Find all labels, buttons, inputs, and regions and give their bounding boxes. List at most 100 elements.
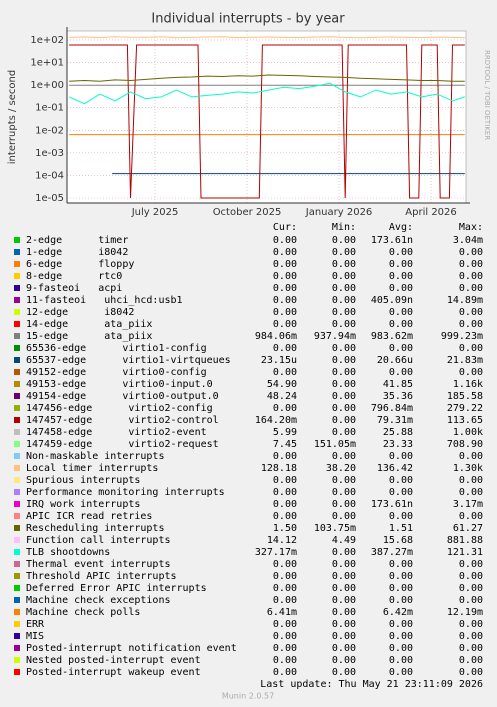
legend-value: 0.00 [332, 379, 356, 390]
legend-value: 279.22 [447, 403, 483, 414]
legend-swatch [14, 297, 20, 303]
legend-swatch [14, 597, 20, 603]
legend-value: 15.68 [383, 535, 413, 546]
y-tick-label: 1e+02 [30, 35, 64, 46]
legend-value: 0.00 [332, 547, 356, 558]
legend-label: 147457-edge virtio2-control [26, 415, 219, 426]
legend-value: 4.49 [332, 535, 356, 546]
legend-label: 2-edge timer [26, 235, 128, 246]
legend-label: Machine check polls [26, 607, 140, 618]
legend-value: 0.00 [273, 247, 297, 258]
legend-swatch [14, 453, 20, 459]
legend-value: 35.36 [383, 391, 413, 402]
legend-swatch [14, 333, 20, 339]
legend-label: Performance monitoring interrupts [26, 487, 225, 498]
legend-value: 41.85 [383, 379, 413, 390]
legend-value: 23.15u [261, 355, 297, 366]
legend-swatch [14, 237, 20, 243]
legend-value: 0.00 [459, 631, 483, 642]
legend-value: 0.00 [389, 283, 413, 294]
legend-value: 48.24 [267, 391, 297, 402]
legend-value: 0.00 [459, 667, 483, 678]
legend-value: 7.45 [273, 439, 297, 450]
legend-value: 0.00 [273, 367, 297, 378]
legend-value: 0.00 [459, 367, 483, 378]
legend-value: 0.00 [389, 451, 413, 462]
legend-value: 0.00 [389, 367, 413, 378]
legend-value: 0.00 [332, 451, 356, 462]
legend-value: 0.00 [273, 631, 297, 642]
legend-swatch [14, 501, 20, 507]
legend-label: 9-fasteoi acpi [26, 283, 122, 294]
legend-value: 0.00 [273, 595, 297, 606]
legend-label: Nested posted-interrupt event [26, 655, 201, 666]
legend-value: 0.00 [459, 475, 483, 486]
legend-value: 0.00 [389, 271, 413, 282]
legend-value: 999.23m [441, 331, 483, 342]
y-tick-label: 1e+01 [30, 58, 64, 69]
legend-label: 49154-edge virtio0-output.0 [26, 391, 219, 402]
legend: Cur: Min: Avg: Max:2-edge timer 0.00 0.00 173.… [14, 222, 483, 678]
series-line [69, 74, 465, 82]
legend-label: Threshold APIC interrupts [26, 571, 177, 582]
legend-value: 3.04m [453, 235, 483, 246]
column-header: Min: [332, 222, 356, 233]
legend-value: 0.00 [273, 499, 297, 510]
legend-value: 0.00 [332, 355, 356, 366]
legend-value: 0.00 [459, 619, 483, 630]
legend-label: 49153-edge virtio0-input.0 [26, 379, 213, 390]
legend-value: 6.41m [267, 607, 297, 618]
legend-value: 0.00 [459, 343, 483, 354]
watermark: RRDTOOL / TOBI OETIKER [483, 50, 491, 140]
legend-value: 185.58 [447, 391, 483, 402]
legend-value: 0.00 [332, 583, 356, 594]
legend-value: 0.00 [273, 643, 297, 654]
legend-value: 0.00 [332, 235, 356, 246]
legend-label: 147456-edge virtio2-config [26, 403, 213, 414]
x-tick-label: July 2025 [131, 207, 179, 218]
y-axis-label: interrupts / second [7, 70, 18, 164]
legend-value: 0.00 [332, 403, 356, 414]
legend-swatch [14, 477, 20, 483]
legend-value: 0.00 [389, 559, 413, 570]
legend-value: 0.00 [273, 667, 297, 678]
chart-title: Individual interrupts - by year [151, 12, 345, 27]
legend-value: 0.00 [389, 571, 413, 582]
legend-value: 113.65 [447, 415, 483, 426]
legend-value: 6.42m [383, 607, 413, 618]
legend-value: 0.00 [389, 319, 413, 330]
legend-value: 0.00 [332, 607, 356, 618]
legend-value: 0.00 [273, 655, 297, 666]
legend-swatch [14, 417, 20, 423]
legend-value: 0.00 [389, 247, 413, 258]
legend-value: 121.31 [447, 547, 483, 558]
legend-value: 708.90 [447, 439, 483, 450]
legend-value: 79.31m [377, 415, 413, 426]
legend-value: 0.00 [459, 559, 483, 570]
legend-value: 0.00 [389, 655, 413, 666]
legend-value: 0.00 [273, 583, 297, 594]
plot-area [67, 31, 466, 203]
legend-value: 0.00 [332, 499, 356, 510]
legend-value: 0.00 [332, 487, 356, 498]
legend-value: 0.00 [273, 259, 297, 270]
legend-label: 65536-edge virtio1-config [26, 343, 207, 354]
plot: 1e+02 1e+01 1e+00 1e-01 1e-02 1e-03 1e-04 1e-05… [30, 27, 470, 218]
legend-value: 151.05m [314, 439, 356, 450]
legend-label: Posted-interrupt notification event [26, 643, 237, 654]
legend-value: 0.00 [459, 571, 483, 582]
legend-value: 0.00 [332, 295, 356, 306]
legend-value: 0.00 [389, 487, 413, 498]
legend-swatch [14, 573, 20, 579]
legend-value: 0.00 [459, 643, 483, 654]
legend-value: 12.19m [447, 607, 483, 618]
legend-value: 38.20 [326, 463, 356, 474]
legend-value: 0.00 [332, 427, 356, 438]
legend-value: 0.00 [459, 247, 483, 258]
legend-value: 1.00k [453, 427, 483, 438]
legend-swatch [14, 537, 20, 543]
legend-swatch [14, 561, 20, 567]
legend-value: 103.75m [314, 523, 356, 534]
legend-label: Function call interrupts [26, 535, 171, 546]
legend-value: 0.00 [389, 259, 413, 270]
